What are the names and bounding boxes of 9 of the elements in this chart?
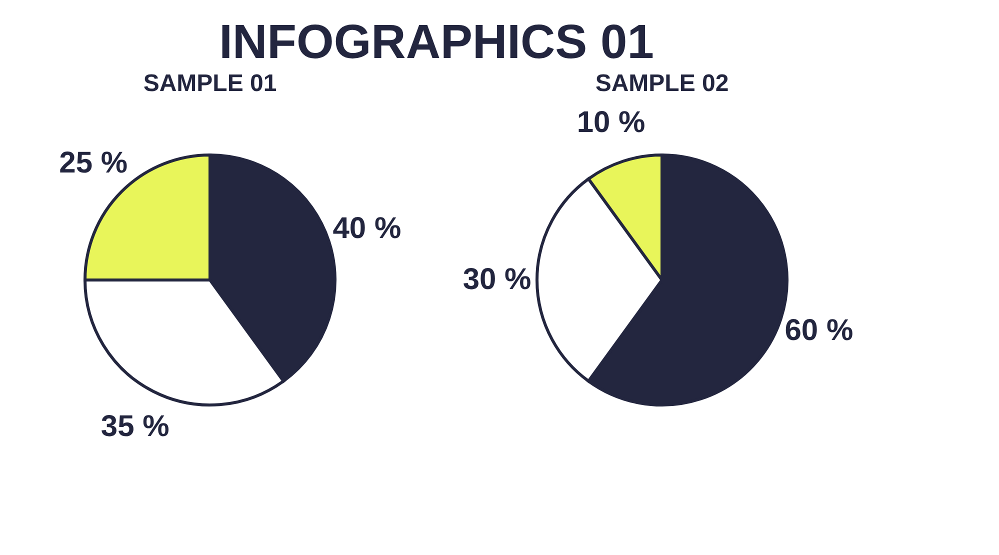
data-label: 30 %: [462, 263, 532, 296]
chart-title: SAMPLE 02: [595, 70, 729, 97]
data-label: 10 %: [576, 106, 646, 140]
data-label: 40 %: [332, 212, 402, 246]
text: INFOGRAPHICS 01: [219, 16, 654, 69]
data-label: 35 %: [100, 410, 170, 444]
data-label: 60 %: [784, 314, 854, 347]
chart-title: SAMPLE 01: [143, 70, 277, 97]
data-label: 25 %: [59, 146, 128, 180]
